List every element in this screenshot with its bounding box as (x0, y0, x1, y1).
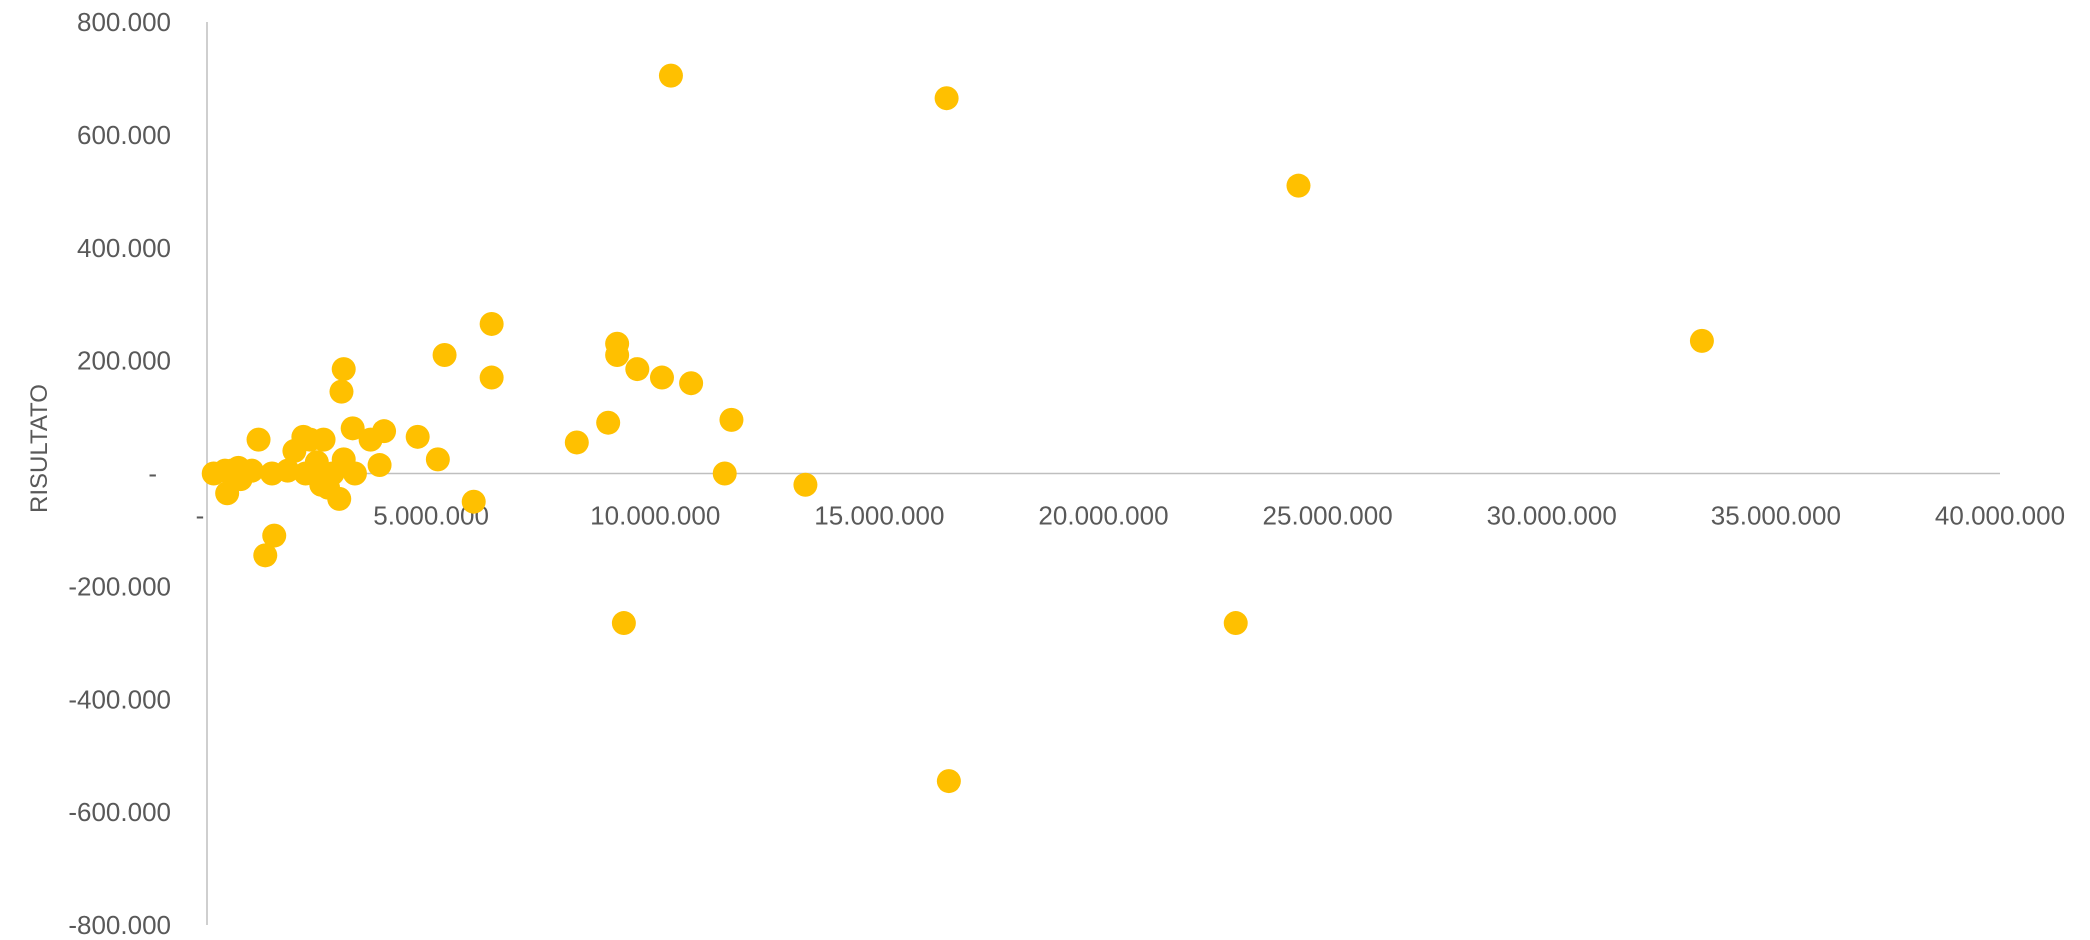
scatter-points (201, 63, 1714, 794)
x-tick-label: 10.000.000 (590, 501, 720, 531)
x-tick-label: 40.000.000 (1935, 501, 2065, 531)
scatter-point (625, 357, 650, 382)
y-tick-label: -400.000 (68, 684, 171, 714)
scatter-point (649, 365, 674, 390)
scatter-point (605, 342, 630, 367)
y-tick-label: - (148, 459, 157, 489)
scatter-point (425, 447, 450, 472)
scatter-point (564, 430, 589, 455)
scatter-point (262, 523, 287, 548)
scatter-point (405, 424, 430, 449)
x-tick-labels: -5.000.000 10.000.000 15.000.000 20.000.000… (196, 501, 2065, 531)
scatter-point (793, 472, 818, 497)
y-tick-label: 800.000 (77, 7, 171, 37)
y-tick-label: -800.000 (68, 910, 171, 940)
scatter-point (372, 419, 397, 444)
y-tick-label: -600.000 (68, 797, 171, 827)
scatter-point (936, 769, 961, 794)
y-tick-label: 400.000 (77, 233, 171, 263)
scatter-point (275, 458, 300, 483)
scatter-point (342, 461, 367, 486)
scatter-point (331, 357, 356, 382)
scatter-point (679, 371, 704, 396)
scatter-point (596, 410, 621, 435)
scatter-point (327, 486, 352, 511)
y-tick-label: 200.000 (77, 346, 171, 376)
scatter-point (432, 342, 457, 367)
scatter-point (934, 86, 959, 111)
scatter-point (611, 611, 636, 636)
x-tick-label: 20.000.000 (1038, 501, 1168, 531)
scatter-point (329, 379, 354, 404)
scatter-point (340, 416, 365, 441)
x-tick-label: 35.000.000 (1711, 501, 1841, 531)
y-tick-label: -200.000 (68, 571, 171, 601)
scatter-point (367, 453, 392, 478)
scatter-point (246, 427, 271, 452)
scatter-point (311, 427, 336, 452)
scatter-point (719, 407, 744, 432)
scatter-point (479, 311, 504, 336)
x-tick-label: 25.000.000 (1263, 501, 1393, 531)
scatter-point (479, 365, 504, 390)
scatter-point (461, 489, 486, 514)
scatter-point (1286, 173, 1311, 198)
scatter-point (1689, 328, 1714, 353)
scatter-point (239, 458, 264, 483)
scatter-point (253, 543, 278, 568)
scatter-point (712, 461, 737, 486)
y-axis-title: RISULTATO (26, 384, 53, 513)
x-tick-label: 30.000.000 (1487, 501, 1617, 531)
y-tick-label: 600.000 (77, 120, 171, 150)
scatter-point (658, 63, 683, 88)
y-tick-labels: 800.000 600.000 400.000 200.000 - -200.000 -40… (68, 7, 171, 940)
x-tick-label: - (196, 501, 205, 531)
x-tick-label: 15.000.000 (814, 501, 944, 531)
scatter-point (1223, 611, 1248, 636)
